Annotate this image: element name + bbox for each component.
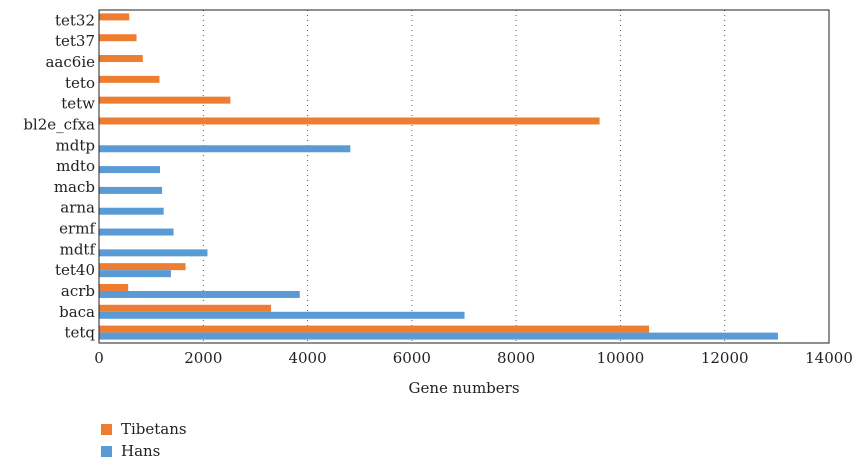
bar-tibetans-tetq	[99, 325, 650, 333]
x-tick-label: 14000	[805, 349, 853, 367]
bar-tibetans-teto	[99, 75, 160, 83]
legend-item-tibetans: Tibetans	[101, 418, 187, 440]
legend-item-hans: Hans	[101, 440, 187, 462]
bar-tibetans-tet40	[99, 263, 186, 271]
bar-tibetans-tetw	[99, 96, 231, 104]
category-label: acrb	[61, 282, 95, 300]
bar-hans-baca	[99, 311, 465, 319]
x-tick-labels: 0 2000 4000 6000 8000 10000 12000 14000	[94, 349, 853, 367]
bar-tibetans-tet37	[99, 34, 137, 42]
bar-tibetans-bl2e_cfxa	[99, 117, 600, 125]
category-label: aac6ie	[45, 53, 95, 71]
category-label: arna	[60, 199, 95, 217]
bar-tibetans-aac6ie	[99, 55, 143, 63]
bar-hans-tet40	[99, 270, 171, 278]
bar-tibetans-tet32	[99, 13, 130, 21]
bar-hans-acrb	[99, 290, 300, 298]
category-label: tet40	[55, 261, 95, 279]
category-label: mdtf	[60, 240, 97, 258]
x-tick-label: 0	[94, 349, 104, 367]
bar-hans-mdtf	[99, 249, 208, 257]
bar-tibetans-baca	[99, 304, 272, 312]
x-axis-title: Gene numbers	[408, 379, 519, 397]
legend-label-tibetans: Tibetans	[121, 420, 187, 438]
category-label: tet37	[55, 32, 95, 50]
bar-hans-tetq	[99, 332, 778, 340]
x-tick-label: 2000	[184, 349, 222, 367]
category-label: ermf	[59, 220, 96, 238]
bar-hans-mdto	[99, 166, 161, 174]
bar-hans-arna	[99, 207, 164, 215]
category-label: bl2e_cfxa	[23, 115, 95, 133]
bar-hans-macb	[99, 186, 163, 194]
x-tick-label: 8000	[497, 349, 535, 367]
category-label: tetw	[61, 95, 95, 113]
category-label: teto	[65, 74, 95, 92]
category-label: mdtp	[56, 136, 95, 154]
category-label: tetq	[64, 324, 95, 342]
legend-swatch-hans	[101, 445, 112, 457]
category-label: mdto	[56, 157, 95, 175]
legend-swatch-tibetans	[101, 423, 112, 435]
bars	[99, 13, 778, 340]
grid-lines	[202, 10, 726, 343]
bar-hans-ermf	[99, 228, 174, 236]
plot-frame	[98, 9, 830, 344]
legend-label-hans: Hans	[121, 442, 161, 460]
category-label: baca	[59, 303, 95, 321]
x-tick-label: 6000	[393, 349, 431, 367]
x-tick-label: 12000	[701, 349, 749, 367]
legend: Tibetans Hans	[101, 418, 187, 462]
category-label: macb	[54, 178, 95, 196]
x-tick-label: 10000	[597, 349, 645, 367]
x-tick-label: 4000	[288, 349, 326, 367]
bar-tibetans-acrb	[99, 283, 129, 291]
category-label: tet32	[55, 11, 95, 29]
bar-hans-mdtp	[99, 145, 351, 153]
